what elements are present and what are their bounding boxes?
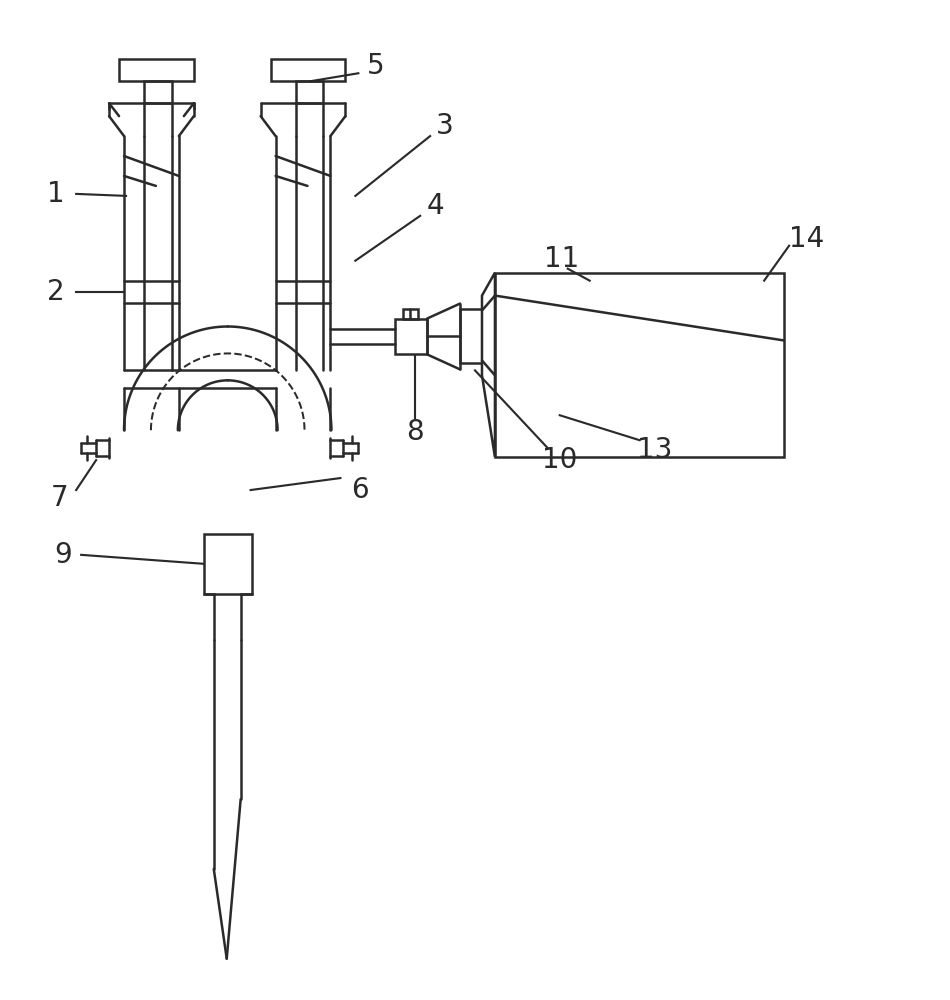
Text: 3: 3: [436, 112, 454, 140]
Text: 9: 9: [54, 541, 72, 569]
Bar: [395, 319, 428, 354]
Text: 5: 5: [367, 52, 384, 80]
Bar: [271, 59, 346, 81]
Bar: [204, 534, 252, 594]
Text: 1: 1: [48, 180, 65, 208]
Polygon shape: [482, 273, 495, 457]
Text: 4: 4: [427, 192, 444, 220]
Bar: [403, 309, 418, 319]
Bar: [460, 309, 482, 363]
Bar: [144, 81, 172, 103]
Text: 7: 7: [50, 484, 68, 512]
Text: 10: 10: [542, 446, 578, 474]
Text: 11: 11: [544, 245, 580, 273]
Text: 2: 2: [48, 278, 65, 306]
Text: 13: 13: [636, 436, 673, 464]
Text: 14: 14: [789, 225, 825, 253]
Bar: [295, 81, 323, 103]
Bar: [495, 273, 784, 457]
Text: 6: 6: [352, 476, 370, 504]
Text: 8: 8: [407, 418, 424, 446]
Bar: [119, 59, 194, 81]
